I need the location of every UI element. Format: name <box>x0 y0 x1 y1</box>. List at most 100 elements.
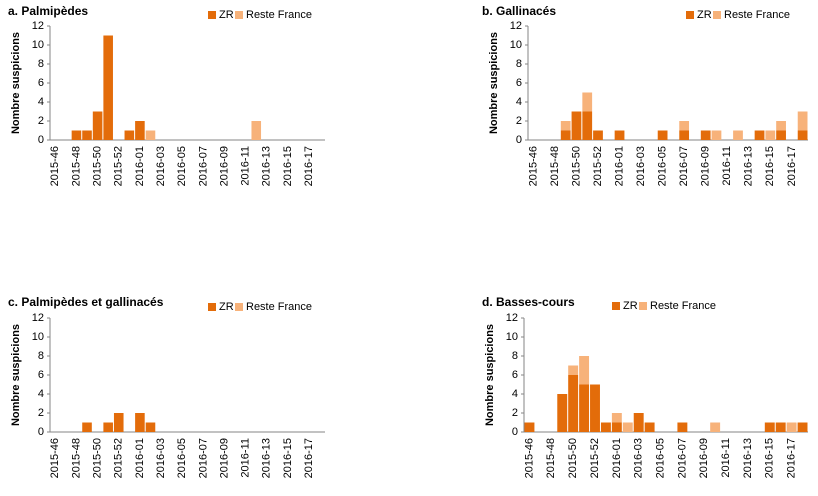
bar <box>776 121 786 131</box>
x-tick-label: 2015-50 <box>570 146 582 186</box>
x-tick-label: 2016-07 <box>197 438 209 478</box>
x-tick-label: 2016-11 <box>720 438 732 478</box>
bar <box>797 130 808 140</box>
y-tick-label: 8 <box>38 350 44 362</box>
y-tick-label: 0 <box>512 426 518 438</box>
y-axis-label: Nombre suspicions <box>10 324 22 426</box>
x-tick-label: 2016-05 <box>657 146 669 186</box>
y-axis-label: Nombre suspicions <box>488 32 500 134</box>
x-tick-label: 2016-03 <box>155 438 167 478</box>
y-tick-label: 2 <box>516 115 522 127</box>
bar <box>611 422 622 432</box>
y-tick-label: 10 <box>32 331 44 343</box>
chart-title: b. Gallinacés <box>482 4 556 18</box>
bar <box>560 121 571 131</box>
y-tick-label: 4 <box>512 388 518 400</box>
bar <box>710 422 721 432</box>
x-tick-label: 2015-46 <box>49 438 61 478</box>
y-tick-label: 8 <box>516 58 522 70</box>
bar <box>71 130 82 140</box>
x-tick-label: 2016-05 <box>176 438 188 478</box>
y-tick-label: 12 <box>32 20 44 32</box>
legend-swatch <box>612 302 620 310</box>
y-tick-label: 0 <box>38 426 44 438</box>
x-tick-label: 2015-48 <box>70 438 82 478</box>
x-tick-label: 2016-01 <box>611 438 623 478</box>
x-tick-label: 2016-17 <box>786 438 798 478</box>
x-tick-label: 2016-11 <box>721 146 733 186</box>
legend-label: ZR <box>219 301 234 313</box>
bar <box>124 130 135 140</box>
x-tick-label: 2016-11 <box>240 438 252 478</box>
bar <box>797 111 808 131</box>
x-tick-label: 2016-15 <box>764 146 776 186</box>
bar <box>614 130 625 140</box>
y-tick-label: 6 <box>512 369 518 381</box>
x-tick-label: 2016-13 <box>743 146 755 186</box>
bar <box>145 130 156 140</box>
x-tick-label: 2016-15 <box>282 438 294 478</box>
legend-swatch <box>208 303 216 311</box>
bar <box>568 365 579 375</box>
x-tick-label: 2016-03 <box>155 146 167 186</box>
bar <box>679 121 690 131</box>
bar <box>657 130 668 140</box>
bar <box>593 130 603 140</box>
bar <box>677 422 688 432</box>
bar <box>579 356 590 385</box>
bar <box>145 422 156 432</box>
chart-title: c. Palmipèdes et gallinacés <box>8 295 164 309</box>
x-tick-label: 2016-15 <box>764 438 776 478</box>
x-tick-label: 2015-48 <box>549 146 561 186</box>
legend-label: Reste France <box>724 9 790 21</box>
y-tick-label: 10 <box>510 39 522 51</box>
bar <box>764 422 775 432</box>
legend-label: ZR <box>623 300 638 312</box>
x-tick-label: 2015-50 <box>92 438 104 478</box>
y-tick-label: 10 <box>506 331 518 343</box>
x-tick-label: 2015-48 <box>545 438 557 478</box>
legend-swatch <box>235 303 243 311</box>
x-tick-label: 2016-09 <box>700 146 712 186</box>
y-tick-label: 6 <box>38 77 44 89</box>
y-axis-label: Nombre suspicions <box>10 32 22 134</box>
bar <box>776 130 786 140</box>
x-tick-label: 2016-13 <box>261 438 273 478</box>
x-tick-label: 2016-13 <box>742 438 754 478</box>
legend-label: ZR <box>219 9 234 21</box>
x-tick-label: 2016-07 <box>197 146 209 186</box>
x-tick-label: 2016-17 <box>303 438 315 478</box>
y-tick-label: 4 <box>38 388 44 400</box>
bar <box>711 130 722 140</box>
bar <box>82 422 92 432</box>
y-tick-label: 4 <box>516 96 522 108</box>
x-tick-label: 2016-01 <box>613 146 625 186</box>
x-tick-label: 2016-01 <box>134 438 146 478</box>
y-axis-label: Nombre suspicions <box>484 324 496 426</box>
legend-label: Reste France <box>246 9 312 21</box>
bar <box>579 384 590 432</box>
bar <box>679 130 690 140</box>
y-tick-label: 12 <box>510 20 522 32</box>
bar <box>600 422 611 432</box>
y-tick-label: 6 <box>516 77 522 89</box>
x-tick-label: 2015-48 <box>70 146 82 186</box>
legend-swatch <box>235 11 243 19</box>
x-tick-label: 2016-13 <box>261 146 273 186</box>
x-tick-label: 2016-07 <box>678 146 690 186</box>
x-tick-label: 2016-01 <box>134 146 146 186</box>
legend-label: Reste France <box>650 300 716 312</box>
x-tick-label: 2015-52 <box>113 438 125 478</box>
bar <box>560 130 571 140</box>
bar <box>590 384 600 432</box>
bar <box>524 422 535 432</box>
bar <box>135 413 145 432</box>
bar <box>775 422 786 432</box>
x-tick-label: 2016-17 <box>786 146 798 186</box>
x-tick-label: 2016-05 <box>654 438 666 478</box>
y-tick-label: 0 <box>516 134 522 146</box>
x-tick-label: 2016-03 <box>635 146 647 186</box>
x-tick-label: 2015-50 <box>567 438 579 478</box>
legend-label: ZR <box>697 9 712 21</box>
